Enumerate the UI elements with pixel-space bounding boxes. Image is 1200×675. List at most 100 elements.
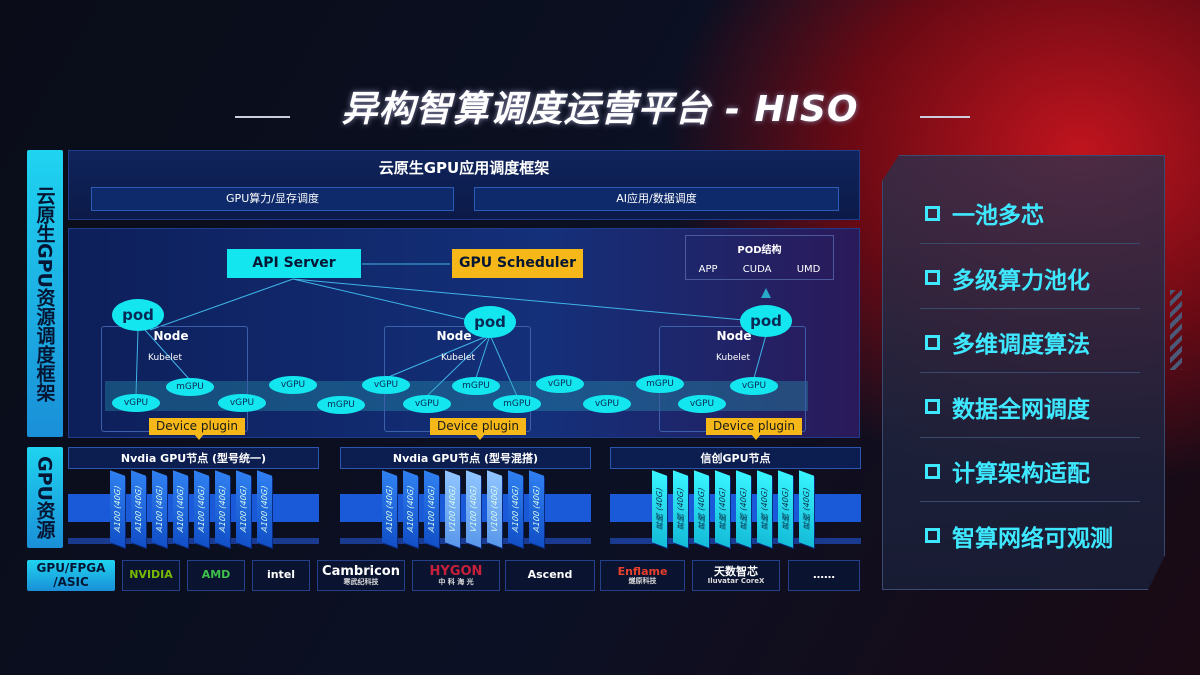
vendor-name: NVIDIA: [129, 568, 173, 582]
gpu-node-header: Nvdia GPU节点 (型号混搭): [340, 447, 591, 469]
vendor-subname: Iluvatar CoreX: [707, 576, 765, 585]
app-framework-panel: 云原生GPU应用调度框架 GPU算力/显存调度 AI应用/数据调度: [68, 150, 860, 220]
gpu-chip: A100 (40G): [194, 470, 209, 548]
checkbox-square-icon: [925, 528, 940, 543]
gpu-chip: 昇腾 (40G): [799, 470, 814, 548]
gpu-chip: A100 (40G): [173, 470, 188, 548]
pod-item-umd: UMD: [796, 264, 821, 275]
gpu-scheduler-box: GPU Scheduler: [452, 249, 583, 278]
arrow-down-icon: [194, 434, 204, 440]
vendor-logo-nvidia: NVIDIA: [122, 560, 180, 591]
title-decor-left: [235, 116, 290, 118]
gpu-compute-bar: GPU算力/显存调度: [91, 187, 454, 211]
pod-ellipse: pod: [112, 299, 164, 331]
gpu-chip-label: V100 (40G): [469, 484, 478, 534]
gpu-node-base: [610, 538, 861, 544]
gpu-chip-label: 昇腾 (40G): [697, 486, 706, 532]
gpu-node-header: 信创GPU节点: [610, 447, 861, 469]
gpu-chip: A100 (40G): [424, 470, 439, 548]
feature-item: 智算网络可观测: [925, 519, 1113, 553]
gpu-chip: A100 (40G): [529, 470, 544, 548]
gpu-chip: A100 (40G): [110, 470, 125, 548]
gpu-chip-label: 昇腾 (40G): [760, 486, 769, 532]
vendor-logo-amd: AMD: [187, 560, 245, 591]
gpu-chip: 昇腾 (40G): [715, 470, 730, 548]
gpu-node-band: [610, 494, 861, 522]
gpu-unit-ellipse: vGPU: [730, 377, 778, 395]
feature-item: 数据全网调度: [925, 390, 1090, 424]
vendor-name: intel: [266, 568, 296, 582]
gpu-unit-ellipse: mGPU: [452, 377, 500, 395]
vendor-name: 天数智芯: [714, 564, 758, 578]
gpu-unit-ellipse: mGPU: [493, 395, 541, 413]
feature-item: 多维调度算法: [925, 325, 1090, 359]
checkbox-square-icon: [925, 463, 940, 479]
gpu-chip: A100 (40G): [131, 470, 146, 548]
gpu-node-band: [340, 494, 591, 522]
gpu-chip-label: A100 (40G): [406, 484, 415, 534]
gpu-unit-ellipse: vGPU: [269, 376, 317, 394]
gpu-chip-label: A100 (40G): [239, 484, 248, 534]
vendor-logo-enflame: Enflame 燧原科技: [600, 560, 685, 591]
framework-title: 云原生GPU应用调度框架: [378, 159, 550, 177]
gpu-chip-label: A100 (40G): [155, 484, 164, 534]
ai-data-bar: AI应用/数据调度: [474, 187, 839, 211]
feature-divider: [920, 372, 1140, 373]
gpu-side-label: GPU资源: [27, 447, 63, 548]
title-decor-right: [920, 116, 970, 118]
vendor-subname: 中 科 海 光: [438, 577, 474, 586]
gpu-chip: 昇腾 (40G): [694, 470, 709, 548]
gpu-chip-label: 昇腾 (40G): [739, 486, 748, 532]
gpu-chip-label: A100 (40G): [218, 484, 227, 534]
vendor-subname: 燧原科技: [628, 576, 657, 585]
gpu-chip-label: 昇腾 (40G): [655, 486, 664, 532]
gpu-chip-label: A100 (40G): [176, 484, 185, 534]
kubelet-label: Kubelet: [716, 353, 750, 363]
vendor-name: Enflame: [617, 564, 668, 578]
arrow-down-icon: [751, 434, 761, 440]
gpu-unit-ellipse: mGPU: [636, 375, 684, 393]
gpu-chip: 昇腾 (40G): [778, 470, 793, 548]
gpu-chip-label: 昇腾 (40G): [718, 486, 727, 532]
feature-divider: [920, 243, 1140, 244]
kubelet-label: Kubelet: [148, 353, 182, 363]
gpu-node-band: [68, 494, 319, 522]
gpu-chip: 昇腾 (40G): [673, 470, 688, 548]
device-plugin-box: Device plugin: [430, 418, 526, 435]
vendor-logo-天数智芯: 天数智芯 Iluvatar CoreX: [692, 560, 780, 591]
gpu-chip-label: 昇腾 (40G): [676, 486, 685, 532]
gpu-chip-label: A100 (40G): [197, 484, 206, 534]
pod-structure-title: POD结构: [737, 245, 782, 256]
vendor-subname: 寒武纪科技: [343, 577, 379, 586]
vendor-logo-intel: intel: [252, 560, 310, 591]
device-plugin-box: Device plugin: [149, 418, 245, 435]
gpu-chip: V100 (40G): [466, 470, 481, 548]
feature-label: 多维调度算法: [952, 332, 1090, 358]
gpu-chip: V100 (40G): [487, 470, 502, 548]
pod-ellipse: pod: [464, 306, 516, 338]
gpu-chip-label: A100 (40G): [385, 484, 394, 534]
vendor-name: Cambricon: [322, 563, 400, 579]
gpu-chip: 昇腾 (40G): [736, 470, 751, 548]
vendor-logo-……: ……: [788, 560, 860, 591]
vendor-name: ……: [813, 568, 835, 582]
framework-side-label: 云原生GPU资源调度框架: [27, 150, 63, 437]
gpu-chip: 昇腾 (40G): [652, 470, 667, 548]
gpu-unit-ellipse: vGPU: [403, 395, 451, 413]
feature-label: 一池多芯: [952, 203, 1044, 229]
chip-type-label: GPU/FPGA /ASIC: [27, 560, 115, 591]
gpu-unit-ellipse: vGPU: [362, 376, 410, 394]
device-plugin-box: Device plugin: [706, 418, 802, 435]
gpu-chip-label: A100 (40G): [532, 484, 541, 534]
feature-item: 计算架构适配: [925, 454, 1090, 488]
feature-label: 计算架构适配: [952, 461, 1090, 487]
gpu-unit-ellipse: vGPU: [678, 395, 726, 413]
gpu-chip-label: A100 (40G): [113, 484, 122, 534]
gpu-unit-ellipse: vGPU: [583, 395, 631, 413]
gpu-chip-label: V100 (40G): [448, 484, 457, 534]
gpu-chip-label: A100 (40G): [511, 484, 520, 534]
feature-label: 智算网络可观测: [952, 525, 1113, 552]
panel-decor-stripes: [1170, 290, 1182, 370]
pod-ellipse: pod: [740, 305, 792, 337]
